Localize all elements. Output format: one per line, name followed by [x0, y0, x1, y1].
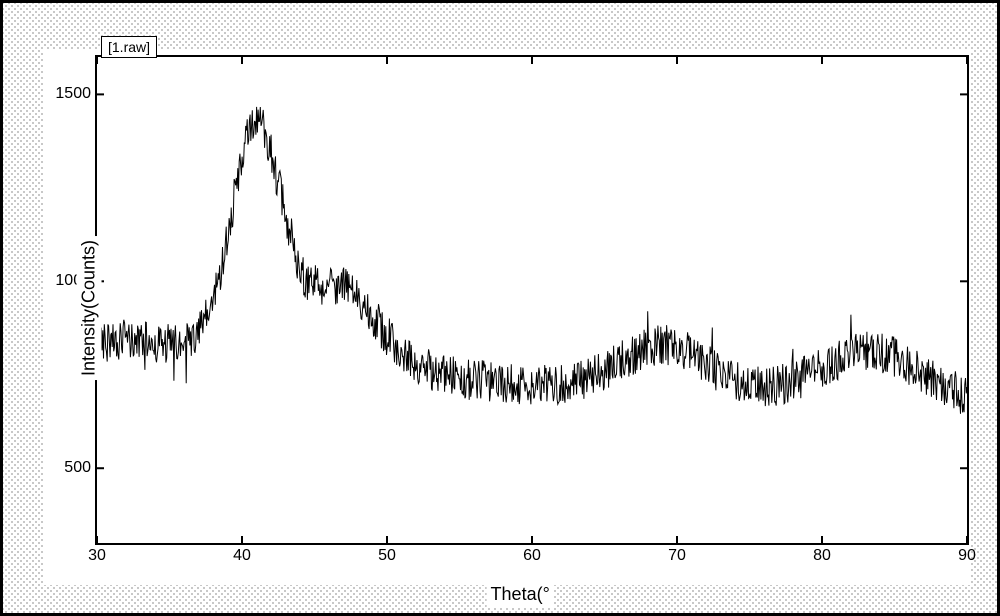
- x-axis-label: Theta(°: [487, 582, 554, 607]
- x-tick-label: 60: [523, 543, 541, 565]
- x-tick-label: 90: [958, 543, 976, 565]
- xrd-series-path: [97, 107, 967, 414]
- x-tick-label: 50: [378, 543, 396, 565]
- xrd-pattern-line: [97, 57, 967, 543]
- x-tick-label: 70: [668, 543, 686, 565]
- figure-frame: [1.raw] Intensity(Counts) Theta(° 304050…: [0, 0, 1000, 616]
- y-tick-label: 500: [64, 459, 97, 477]
- y-tick-label: 1500: [55, 85, 97, 103]
- plot-frame: 3040506070809050010001500: [95, 55, 969, 545]
- plot-white-backing: 3040506070809050010001500: [43, 49, 971, 585]
- x-tick-label: 40: [233, 543, 251, 565]
- legend-filename-box: [1.raw]: [101, 36, 157, 58]
- legend-filename-text: [1.raw]: [108, 39, 150, 55]
- x-tick-label: 80: [813, 543, 831, 565]
- x-tick-label: 30: [88, 543, 106, 565]
- y-axis-label: Intensity(Counts): [77, 236, 102, 380]
